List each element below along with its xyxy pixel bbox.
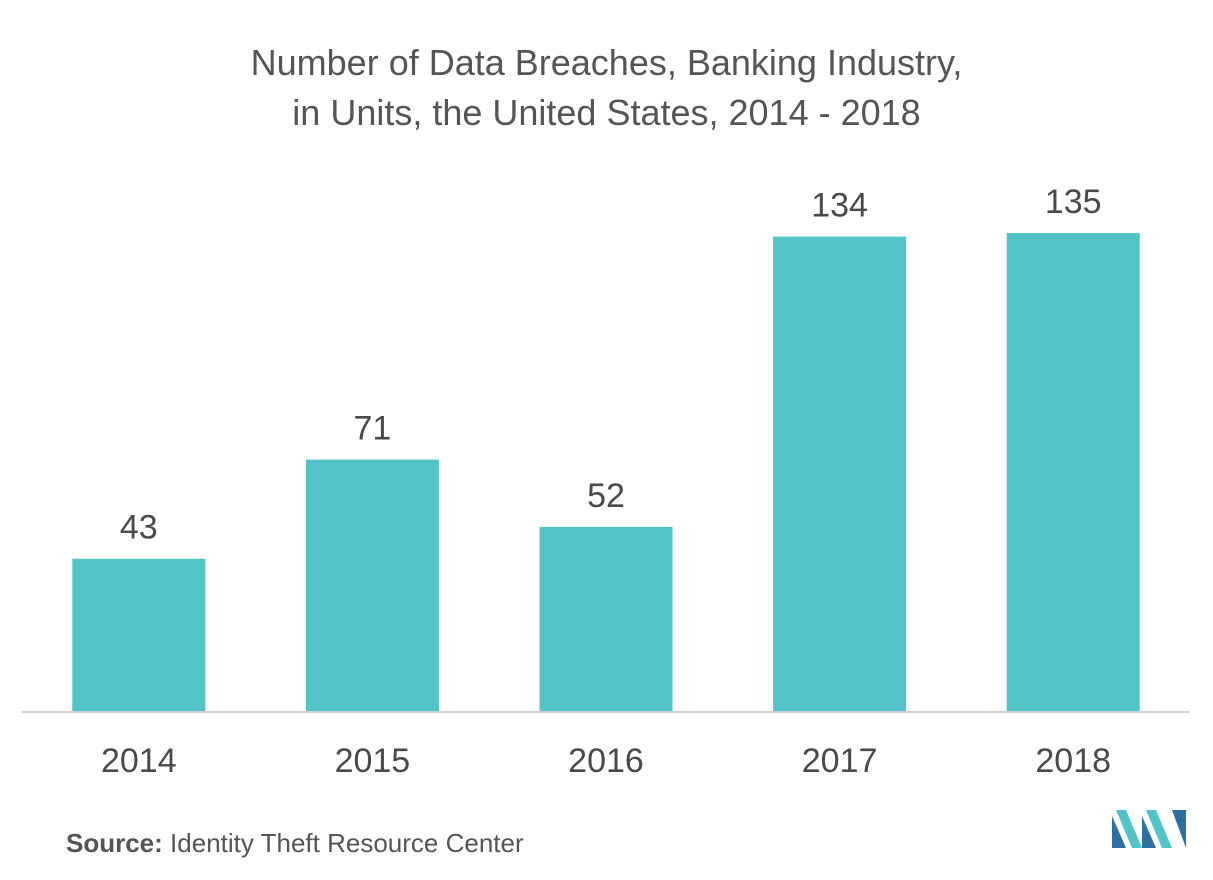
chart-title-line-1: Number of Data Breaches, Banking Industr… — [250, 42, 963, 83]
x-tick-label-2018: 2018 — [1035, 742, 1111, 780]
bar-2018 — [1006, 233, 1140, 711]
chart-title: Number of Data Breaches, Banking Industr… — [0, 38, 1213, 138]
bars-group — [72, 233, 1140, 711]
x-tick-labels-group: 2014 2015 2016 2017 2018 — [101, 742, 1111, 780]
value-label-2017: 134 — [811, 187, 868, 225]
value-label-2018: 135 — [1045, 183, 1102, 221]
source-text: Identity Theft Resource Center — [170, 828, 524, 858]
source-label: Source: — [66, 828, 163, 858]
source-note: Source: Identity Theft Resource Center — [66, 828, 524, 859]
chart-title-line-2: in Units, the United States, 2014 - 2018 — [292, 92, 921, 133]
value-label-2016: 52 — [587, 477, 625, 515]
bar-2015 — [305, 459, 439, 711]
bar-2017 — [773, 236, 907, 711]
x-tick-label-2014: 2014 — [101, 742, 177, 780]
x-tick-label-2017: 2017 — [802, 742, 878, 780]
bar-2014 — [72, 558, 206, 711]
value-label-2014: 43 — [120, 509, 158, 547]
brand-logo-icon — [1112, 810, 1186, 848]
x-tick-label-2015: 2015 — [335, 742, 411, 780]
value-label-2015: 71 — [353, 410, 391, 448]
x-tick-label-2016: 2016 — [568, 742, 644, 780]
value-labels-group: 43 71 52 134 135 — [120, 183, 1102, 547]
bar-2016 — [539, 526, 673, 711]
